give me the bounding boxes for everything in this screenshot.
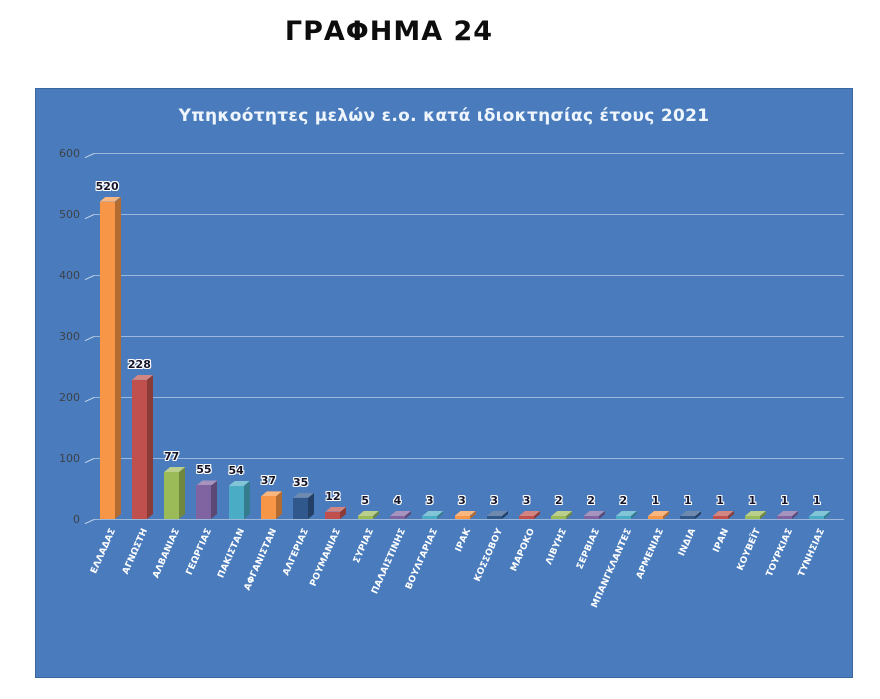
bar-chart: Υπηκοότητες μελών ε.ο. κατά ιδιοκτησίας …: [35, 88, 853, 678]
bar-top-face: [260, 491, 282, 497]
figure-title: ΓΡΑΦΗΜΑ 24: [284, 16, 494, 47]
axis-tick: [84, 153, 95, 159]
bar-top-face: [744, 511, 766, 516]
gridline: [94, 153, 844, 154]
gridline: [94, 214, 844, 215]
bar-top-face: [615, 511, 637, 516]
y-axis-label: 100: [59, 452, 80, 465]
bar-value-label: 1: [651, 494, 660, 507]
bar: [325, 511, 341, 519]
axis-tick: [84, 519, 95, 525]
gridline: [94, 336, 844, 337]
bar-side-face: [211, 480, 218, 519]
bar: [551, 516, 567, 519]
bar-value-label: 520: [95, 179, 119, 193]
bar: [228, 486, 244, 519]
bar: [164, 472, 180, 519]
y-axis-label: 200: [59, 391, 80, 404]
bar-value-label: 3: [522, 494, 531, 507]
bar-value-label: 228: [127, 357, 151, 371]
bar: [99, 201, 115, 519]
bar-value-label: 37: [260, 474, 277, 488]
bar-value-label: 5: [361, 493, 370, 507]
bar-top-face: [389, 511, 411, 516]
bar: [519, 516, 535, 519]
bar-value-label: 2: [619, 494, 628, 507]
bar-top-face: [228, 481, 250, 487]
bar-top-face: [551, 511, 573, 516]
bar-value-label: 54: [228, 464, 244, 478]
bar-top-face: [131, 374, 153, 380]
y-axis-label: 500: [59, 208, 80, 221]
bar-value-label: 55: [196, 463, 212, 477]
bar-top-face: [454, 511, 476, 516]
gridline: [94, 458, 844, 459]
bar: [648, 516, 664, 519]
bar: [389, 516, 405, 519]
bar-top-face: [648, 511, 670, 516]
bar-value-label: 1: [716, 494, 724, 507]
axis-tick: [84, 214, 95, 220]
bar-top-face: [422, 511, 444, 516]
bar: [744, 516, 760, 519]
bar-value-label: 35: [293, 475, 309, 489]
axis-tick: [84, 458, 95, 464]
bar-top-face: [196, 480, 218, 486]
bar-top-face: [486, 511, 508, 516]
bar-top-face: [164, 467, 186, 473]
chart-title: Υπηκοότητες μελών ε.ο. κατά ιδιοκτησίας …: [178, 106, 710, 126]
bar: [615, 516, 631, 519]
bar-top-face: [519, 511, 541, 516]
gridline: [94, 397, 844, 398]
bar: [454, 516, 470, 519]
y-axis-label: 300: [59, 330, 80, 343]
bar-value-label: 2: [587, 494, 595, 507]
plot-area: 0 100 200 300 400 500 600 520 ΕΛΛΑΔΑΣ 228 ΑΓΝΩΣΤΗ 7…: [36, 89, 852, 677]
bar-side-face: [146, 374, 153, 519]
bar-value-label: 3: [490, 494, 499, 507]
bar-top-face: [809, 511, 831, 516]
bar-top-face: [325, 506, 347, 512]
y-axis-label: 0: [73, 513, 80, 526]
bar: [583, 516, 599, 519]
bar-value-label: 1: [748, 494, 757, 507]
bar-value-label: 77: [163, 450, 180, 464]
bar-value-label: 4: [393, 494, 402, 507]
axis-tick: [84, 397, 95, 403]
bar: [712, 516, 728, 519]
y-axis-label: 400: [59, 269, 80, 282]
bar: [131, 379, 147, 519]
bar: [486, 516, 502, 519]
bar-top-face: [777, 511, 799, 516]
bar-value-label: 12: [325, 489, 341, 503]
bar-top-face: [99, 196, 121, 202]
axis-tick: [84, 275, 95, 281]
bar-value-label: 1: [683, 494, 692, 507]
y-axis-label: 600: [59, 147, 80, 160]
bar: [777, 516, 793, 519]
bar-top-face: [712, 511, 734, 516]
bar: [422, 516, 438, 519]
bar-top-face: [293, 492, 315, 498]
bar: [357, 515, 373, 519]
gridline: [94, 275, 844, 276]
bar-value-label: 2: [554, 494, 563, 507]
bar-value-label: 1: [813, 494, 821, 507]
bar: [680, 516, 696, 519]
gridline: [94, 519, 844, 520]
bar-top-face: [357, 510, 379, 516]
bar-value-label: 1: [780, 494, 789, 507]
bar-top-face: [583, 511, 605, 516]
bar: [293, 497, 309, 519]
bar-value-label: 3: [458, 494, 466, 507]
bar-value-label: 3: [425, 494, 434, 507]
bar: [260, 496, 276, 519]
axis-tick: [84, 336, 95, 342]
bar: [809, 516, 825, 519]
bar: [196, 485, 212, 519]
bar-top-face: [680, 511, 702, 516]
